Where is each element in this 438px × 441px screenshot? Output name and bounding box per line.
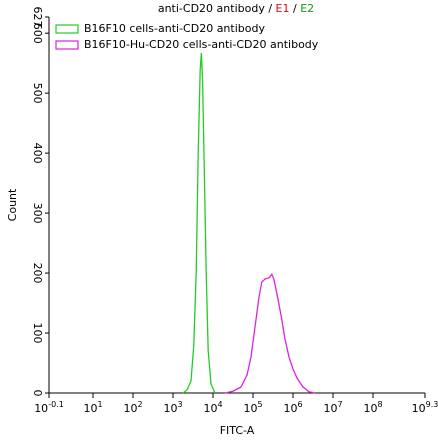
- x-tick-label: 103: [163, 400, 182, 415]
- tick-base: 10: [283, 402, 297, 415]
- tick-base: 10: [123, 402, 137, 415]
- title-part: anti-CD20 antibody /: [158, 2, 276, 15]
- x-tick-label: 10-0.1: [34, 400, 64, 415]
- legend-swatch: [55, 40, 79, 50]
- y-tick-label: 400: [31, 143, 44, 164]
- tick-exponent: 7: [337, 400, 342, 409]
- tick-base: 10: [163, 402, 177, 415]
- y-tick-label: 500: [31, 83, 44, 104]
- tick-exponent: 1: [97, 400, 102, 409]
- title-part: E1: [276, 2, 290, 15]
- tick-base: 10: [363, 402, 377, 415]
- tick-exponent: 6: [297, 400, 302, 409]
- tick-exponent: 8: [377, 400, 382, 409]
- legend-label: B16F10-Hu-CD20 cells-anti-CD20 antibody: [84, 38, 319, 51]
- x-tick-label: 105: [243, 400, 262, 415]
- x-tick-label: 104: [203, 400, 222, 415]
- x-tick-label: 106: [283, 400, 302, 415]
- legend-swatch: [55, 24, 79, 34]
- y-tick-label: 300: [31, 203, 44, 224]
- y-tick-label: 627: [31, 7, 44, 28]
- series-line: [224, 272, 316, 394]
- tick-exponent: 3: [177, 400, 182, 409]
- tick-exponent: 2: [137, 400, 142, 409]
- x-axis-label: FITC-A: [220, 424, 255, 437]
- tick-exponent: -0.1: [48, 400, 64, 409]
- y-tick-label: 100: [31, 323, 44, 344]
- series-line: [182, 52, 216, 394]
- tick-base: 10: [203, 402, 217, 415]
- tick-exponent: 4: [217, 400, 222, 409]
- title-part: /: [289, 2, 300, 15]
- x-tick-label: 108: [363, 400, 382, 415]
- legend-label: B16F10 cells-anti-CD20 antibody: [84, 22, 265, 35]
- x-tick-label: 109.3: [412, 400, 438, 415]
- y-tick-label: 600: [31, 23, 44, 44]
- x-tick-label: 102: [123, 400, 142, 415]
- tick-exponent: 5: [257, 400, 262, 409]
- x-tick-label: 101: [83, 400, 102, 415]
- tick-base: 10: [83, 402, 97, 415]
- tick-base: 10: [243, 402, 257, 415]
- title-part: E2: [300, 2, 314, 15]
- tick-base: 10: [323, 402, 337, 415]
- y-tick-label: 0: [31, 390, 44, 397]
- x-tick-label: 107: [323, 400, 342, 415]
- chart-title: anti-CD20 antibody / E1 / E2: [158, 2, 314, 15]
- tick-exponent: 9.3: [426, 400, 438, 409]
- tick-base: 10: [34, 402, 48, 415]
- tick-base: 10: [412, 402, 426, 415]
- y-tick-label: 200: [31, 263, 44, 284]
- y-axis-label: Count: [6, 188, 19, 221]
